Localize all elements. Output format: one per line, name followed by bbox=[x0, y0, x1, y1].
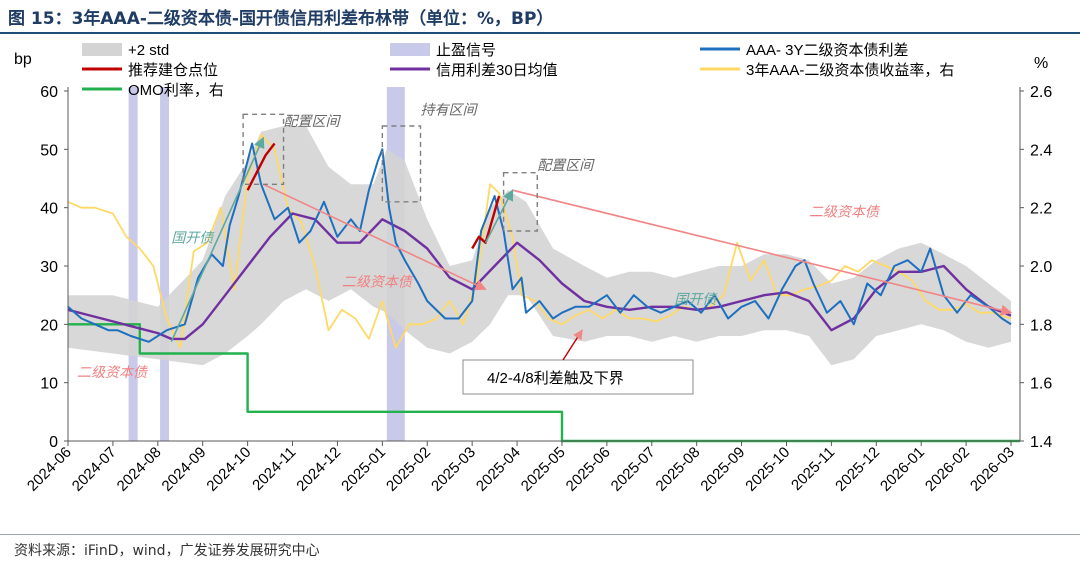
x-tick-label-20: 2026-02 bbox=[922, 444, 973, 495]
annotation-label-8: 二级资本债 bbox=[77, 364, 149, 380]
x-tick-label-1: 2024-07 bbox=[69, 444, 120, 495]
left-tick-label-6: 60 bbox=[40, 84, 58, 101]
annotation-label-4: 国开债 bbox=[171, 230, 215, 246]
x-tick-label-16: 2025-10 bbox=[742, 444, 793, 495]
title-rule bbox=[0, 32, 1080, 34]
x-tick-label-10: 2025-04 bbox=[473, 444, 524, 495]
legend-label-band: +2 std bbox=[128, 42, 169, 59]
left-tick-label-2: 20 bbox=[40, 317, 58, 334]
figure-title: 图 15：3年AAA-二级资本债-国开债信用利差布林带（单位：%，BP） bbox=[8, 9, 554, 29]
signal-band-1 bbox=[128, 87, 138, 441]
x-tick-label-15: 2025-09 bbox=[697, 444, 748, 495]
x-tick-label-18: 2025-12 bbox=[832, 444, 883, 495]
annotation-label-7: 二级资本债 bbox=[809, 203, 881, 219]
x-tick-label-6: 2024-12 bbox=[293, 444, 344, 495]
annotation-label-3: 配置区间 bbox=[537, 157, 595, 173]
callout-arrow bbox=[562, 329, 583, 361]
series-line-0 bbox=[67, 133, 1012, 349]
left-tick-label-3: 30 bbox=[40, 259, 58, 276]
right-tick-label-3: 2.0 bbox=[1030, 259, 1052, 276]
signal-band-2 bbox=[160, 87, 170, 441]
x-tick-label-5: 2024-11 bbox=[249, 444, 299, 494]
right-tick-label-6: 2.6 bbox=[1030, 84, 1052, 101]
x-tick-label-11: 2025-05 bbox=[518, 444, 569, 495]
left-tick-label-5: 50 bbox=[40, 142, 58, 159]
x-tick-label-21: 2026-03 bbox=[967, 444, 1018, 495]
legend-label-spread: AAA- 3Y二级资本债利差 bbox=[746, 42, 909, 59]
series-line-3 bbox=[67, 142, 1012, 343]
right-tick-label-4: 2.2 bbox=[1030, 201, 1052, 218]
trend-arrow-4 bbox=[484, 189, 514, 244]
left-tick-label-4: 40 bbox=[40, 201, 58, 218]
legend-label-yield: 3年AAA-二级资本债收益率，右 bbox=[746, 62, 954, 79]
x-tick-label-7: 2025-01 bbox=[338, 444, 389, 495]
left-axis-unit: bp bbox=[14, 51, 32, 68]
right-tick-label-5: 2.4 bbox=[1030, 142, 1052, 159]
callout-text: 4/2-4/8利差触及下界 bbox=[487, 370, 624, 387]
zone-box-2 bbox=[381, 125, 422, 203]
buy-point-line-1 bbox=[246, 142, 276, 191]
trend-arrow-2 bbox=[512, 189, 1013, 316]
x-tick-label-19: 2026-01 bbox=[877, 444, 928, 495]
source-rule bbox=[0, 534, 1080, 535]
annotation-label-1: 配置区间 bbox=[284, 113, 342, 129]
annotation-label-6: 国开债 bbox=[674, 291, 718, 307]
legend-label-signal: 止盈信号 bbox=[436, 42, 496, 59]
source-note: 资料来源：iFinD，wind，广发证券发展研究中心 bbox=[14, 543, 320, 559]
x-tick-label-14: 2025-08 bbox=[653, 444, 704, 495]
annotation-label-5: 二级资本债 bbox=[342, 273, 414, 289]
left-tick-label-1: 10 bbox=[40, 376, 58, 393]
zone-box-3 bbox=[502, 171, 538, 232]
series-lines bbox=[67, 133, 1020, 443]
x-tick-label-9: 2025-03 bbox=[428, 444, 479, 495]
right-tick-label-2: 1.8 bbox=[1030, 317, 1052, 334]
series-line-2 bbox=[67, 212, 1012, 341]
callout-box bbox=[462, 359, 694, 395]
x-tick-label-2: 2024-08 bbox=[114, 444, 165, 495]
x-tick-label-17: 2025-11 bbox=[788, 444, 838, 494]
legend-label-ma30: 信用利差30日均值 bbox=[436, 62, 558, 79]
right-tick-label-0: 1.4 bbox=[1030, 434, 1052, 451]
x-tick-label-12: 2025-06 bbox=[563, 444, 614, 495]
x-tick-label-8: 2025-02 bbox=[383, 444, 434, 495]
legend-label-omo: OMO利率，右 bbox=[128, 82, 224, 99]
right-axis-unit: % bbox=[1034, 55, 1048, 72]
x-tick-label-0: 2024-06 bbox=[24, 444, 75, 495]
x-tick-label-13: 2025-07 bbox=[608, 444, 659, 495]
legend-label-buy: 推荐建仓点位 bbox=[128, 62, 218, 79]
x-tick-label-4: 2024-10 bbox=[203, 444, 254, 495]
left-tick-label-0: 0 bbox=[49, 434, 58, 451]
legend-swatch-signal bbox=[390, 43, 430, 56]
zone-box-1 bbox=[242, 113, 285, 186]
buy-point-line-2 bbox=[471, 195, 501, 250]
callout: 4/2-4/8利差触及下界 bbox=[462, 329, 694, 395]
annotation-label-2: 持有区间 bbox=[421, 101, 479, 117]
x-tick-label-3: 2024-09 bbox=[159, 444, 210, 495]
trend-arrow-3 bbox=[170, 136, 265, 343]
right-tick-label-1: 1.6 bbox=[1030, 376, 1052, 393]
legend-swatch-band bbox=[82, 43, 122, 56]
trend-arrow-1 bbox=[262, 183, 487, 291]
